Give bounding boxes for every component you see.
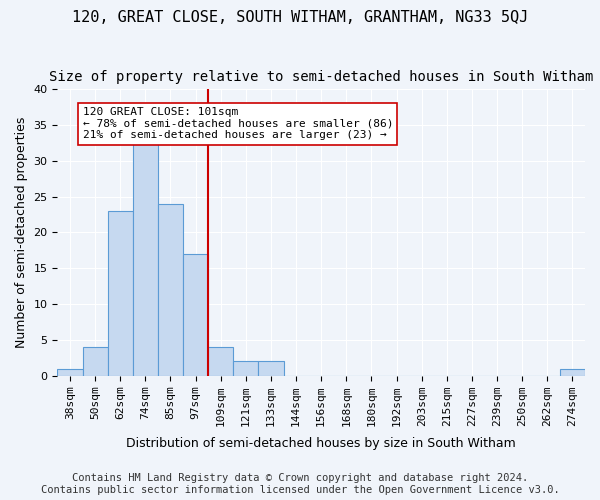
Text: 120, GREAT CLOSE, SOUTH WITHAM, GRANTHAM, NG33 5QJ: 120, GREAT CLOSE, SOUTH WITHAM, GRANTHAM… — [72, 10, 528, 25]
Bar — [259, 362, 284, 376]
Text: 120 GREAT CLOSE: 101sqm
← 78% of semi-detached houses are smaller (86)
21% of se: 120 GREAT CLOSE: 101sqm ← 78% of semi-de… — [83, 107, 393, 140]
X-axis label: Distribution of semi-detached houses by size in South Witham: Distribution of semi-detached houses by … — [127, 437, 516, 450]
Bar — [83, 347, 107, 376]
Bar — [107, 211, 133, 376]
Bar — [560, 368, 585, 376]
Y-axis label: Number of semi-detached properties: Number of semi-detached properties — [15, 117, 28, 348]
Title: Size of property relative to semi-detached houses in South Witham: Size of property relative to semi-detach… — [49, 70, 593, 84]
Bar — [208, 347, 233, 376]
Text: Contains HM Land Registry data © Crown copyright and database right 2024.
Contai: Contains HM Land Registry data © Crown c… — [41, 474, 559, 495]
Bar — [158, 204, 183, 376]
Bar — [133, 140, 158, 376]
Bar — [233, 362, 259, 376]
Bar — [58, 368, 83, 376]
Bar — [183, 254, 208, 376]
